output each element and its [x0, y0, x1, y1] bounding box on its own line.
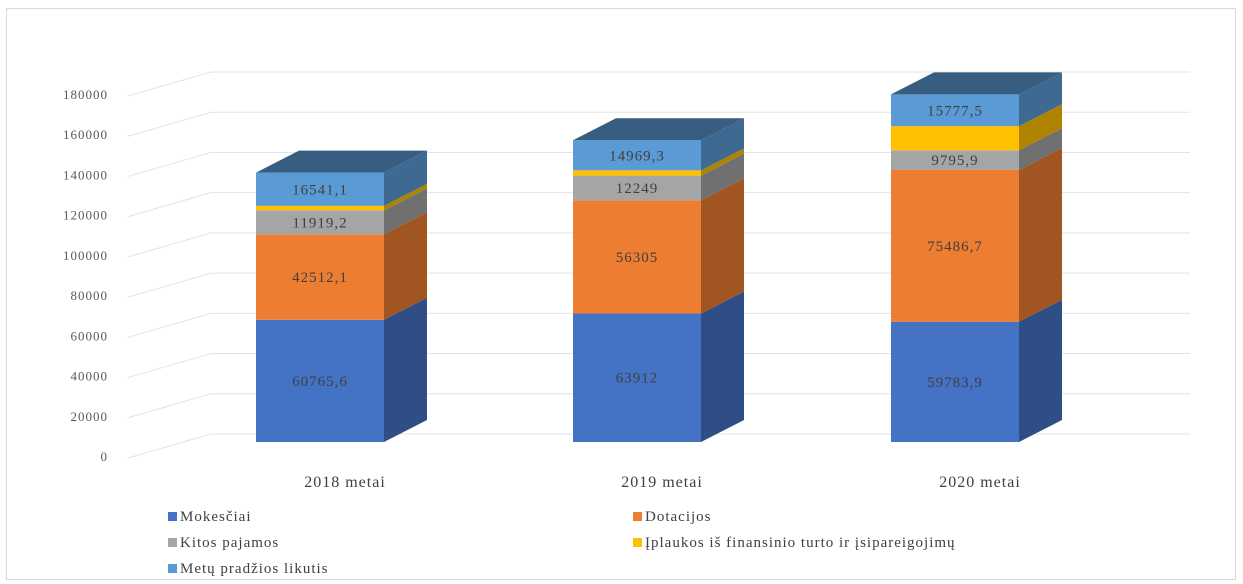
bar-segment-front: [573, 313, 701, 442]
legend-label: Dotacijos: [645, 509, 712, 525]
data-label: 63912: [616, 371, 659, 387]
bar-segment-side: [701, 291, 744, 442]
bar-segment-side: [1019, 72, 1062, 127]
data-label: 16541,1: [292, 182, 348, 198]
gridline-slant: [127, 151, 212, 177]
bar-segment-side: [384, 150, 427, 206]
legend-label: Metų pradžios likutis: [180, 561, 329, 577]
bar-segment-side: [1019, 128, 1062, 170]
bar-segment-front: [573, 175, 701, 201]
bar-segment-side: [1019, 299, 1062, 442]
bar-top-face: [891, 72, 1062, 95]
data-label: 12249: [616, 181, 659, 197]
data-labels: 60765,6 42512,1 11919,2 16541,1 63912 56305 12…: [292, 103, 983, 391]
bar-segment-side: [701, 153, 744, 201]
legend-item: Metų pradžios likutis: [168, 561, 329, 577]
y-tick-label: 140000: [63, 167, 108, 182]
bars: [256, 72, 1062, 442]
data-label: 59783,9: [927, 375, 983, 391]
y-tick-label: 80000: [71, 288, 109, 303]
y-axis: 0 20000 40000 60000 80000 100000 120000 140000 1…: [63, 87, 109, 464]
bar-segment-front: [256, 210, 384, 235]
bar-segment-front: [573, 170, 701, 176]
data-label: 11919,2: [292, 215, 347, 231]
legend-item: Kitos pajamos: [168, 535, 279, 551]
x-category-label: 2018 metai: [304, 474, 386, 491]
gridline-slant: [127, 433, 212, 459]
gridline-slant: [127, 192, 212, 218]
y-tick-label: 120000: [63, 208, 108, 223]
data-label: 60765,6: [292, 374, 348, 390]
legend-swatch: [168, 512, 177, 521]
y-tick-label: 40000: [71, 369, 109, 384]
bar-segment-front: [891, 126, 1019, 151]
gridline-slant: [127, 393, 212, 419]
bar-segment-front: [891, 169, 1019, 322]
legend-swatch: [633, 512, 642, 521]
legend-item: Dotacijos: [633, 509, 712, 525]
bar-segment-front: [573, 140, 701, 171]
bar-segment-side: [384, 212, 427, 320]
legend-item: Įplaukos iš finansinio turto ir įsiparei…: [633, 535, 956, 551]
gridline-slant: [127, 232, 212, 258]
gridline-slant: [127, 353, 212, 379]
data-label: 75486,7: [927, 239, 983, 255]
bar-segment-side: [384, 297, 427, 442]
legend-swatch: [633, 538, 642, 547]
x-axis: 2018 metai 2019 metai 2020 metai: [304, 474, 1021, 491]
legend-item: Mokesčiai: [168, 509, 251, 525]
bar-stack-3: [891, 72, 1062, 442]
gridline-slant: [127, 272, 212, 298]
legend-swatch: [168, 564, 177, 573]
gridline-slant: [127, 71, 212, 97]
y-tick-label: 160000: [63, 127, 108, 142]
y-tick-label: 60000: [71, 328, 109, 343]
data-label: 14969,3: [609, 148, 665, 164]
legend-swatch: [168, 538, 177, 547]
bar-segment-front: [256, 234, 384, 320]
bar-top-face: [256, 150, 427, 173]
bar-segment-side: [701, 148, 744, 176]
bar-stack-1: [256, 150, 427, 442]
legend-label: Kitos pajamos: [180, 535, 279, 551]
bar-segment-side: [701, 118, 744, 171]
bar-top-face: [573, 118, 744, 141]
y-tick-label: 100000: [63, 248, 108, 263]
x-category-label: 2020 metai: [939, 474, 1021, 491]
data-label: 56305: [616, 250, 659, 266]
bar-segment-front: [256, 172, 384, 206]
bar-segment-side: [1019, 104, 1062, 151]
y-tick-label: 0: [101, 449, 109, 464]
bar-segment-front: [891, 321, 1019, 442]
bar-segment-side: [701, 178, 744, 314]
bar-segment-side: [384, 183, 427, 211]
legend-label: Mokesčiai: [180, 509, 251, 525]
y-tick-label: 20000: [71, 409, 109, 424]
data-label: 15777,5: [927, 103, 983, 119]
bar-segment-front: [891, 150, 1019, 170]
bar-segment-front: [891, 94, 1019, 127]
bar-stack-2: [573, 118, 744, 442]
data-label: 9795,9: [931, 153, 978, 169]
legend-label: Įplaukos iš finansinio turto ir įsiparei…: [645, 535, 956, 551]
gridline-slant: [127, 312, 212, 338]
bar-segment-side: [384, 188, 427, 235]
bar-segment-front: [256, 319, 384, 442]
bar-segment-side: [1019, 147, 1062, 322]
y-tick-label: 180000: [63, 87, 108, 102]
gridline-slant: [127, 111, 212, 137]
bar-segment-front: [256, 205, 384, 211]
data-label: 42512,1: [292, 270, 348, 286]
legend: Mokesčiai Dotacijos Kitos pajamos Įplaukos …: [168, 509, 956, 577]
bar-segment-front: [573, 200, 701, 314]
x-category-label: 2019 metai: [621, 474, 703, 491]
